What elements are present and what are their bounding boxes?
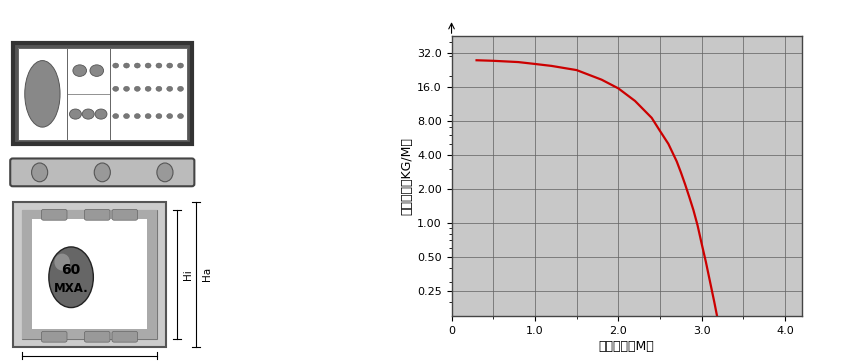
Bar: [22, 210, 157, 339]
Circle shape: [123, 114, 129, 119]
Circle shape: [167, 86, 173, 91]
Ellipse shape: [157, 163, 173, 182]
Circle shape: [167, 63, 173, 68]
Bar: [67, 48, 110, 140]
Circle shape: [95, 109, 107, 119]
FancyBboxPatch shape: [112, 209, 138, 220]
Circle shape: [177, 86, 183, 91]
Bar: [18, 48, 187, 140]
Circle shape: [113, 86, 119, 91]
Circle shape: [73, 65, 87, 77]
Circle shape: [123, 63, 129, 68]
Ellipse shape: [54, 253, 70, 271]
Text: Hi: Hi: [183, 269, 193, 280]
Circle shape: [167, 114, 173, 119]
FancyBboxPatch shape: [112, 331, 138, 342]
Circle shape: [177, 114, 183, 119]
Y-axis label: 承载重量（KG/M）: 承载重量（KG/M）: [400, 137, 413, 215]
FancyBboxPatch shape: [84, 331, 110, 342]
Ellipse shape: [49, 247, 94, 308]
Circle shape: [82, 109, 95, 119]
Circle shape: [113, 63, 119, 68]
Bar: [18, 48, 67, 140]
Circle shape: [134, 86, 140, 91]
Circle shape: [90, 65, 104, 77]
FancyBboxPatch shape: [41, 331, 67, 342]
FancyBboxPatch shape: [41, 209, 67, 220]
Circle shape: [69, 109, 81, 119]
X-axis label: 架空长度（M）: 架空长度（M）: [598, 340, 655, 353]
Circle shape: [113, 114, 119, 119]
Text: 60: 60: [62, 263, 81, 277]
Bar: [22, 210, 157, 219]
Circle shape: [156, 63, 162, 68]
FancyBboxPatch shape: [10, 158, 194, 186]
Bar: [110, 48, 187, 140]
Ellipse shape: [95, 163, 111, 182]
Text: Ha: Ha: [203, 267, 213, 282]
Circle shape: [145, 114, 151, 119]
Bar: [13, 202, 166, 347]
Circle shape: [156, 114, 162, 119]
Circle shape: [177, 63, 183, 68]
Ellipse shape: [24, 61, 60, 127]
Circle shape: [156, 86, 162, 91]
Text: MXA.: MXA.: [54, 282, 89, 295]
FancyBboxPatch shape: [84, 209, 110, 220]
Circle shape: [134, 114, 140, 119]
FancyBboxPatch shape: [13, 43, 192, 144]
Bar: [22, 329, 157, 339]
Circle shape: [134, 63, 140, 68]
Circle shape: [123, 86, 129, 91]
Circle shape: [145, 63, 151, 68]
Bar: [147, 210, 157, 339]
Bar: [22, 210, 32, 339]
Circle shape: [145, 86, 151, 91]
Ellipse shape: [31, 163, 48, 182]
